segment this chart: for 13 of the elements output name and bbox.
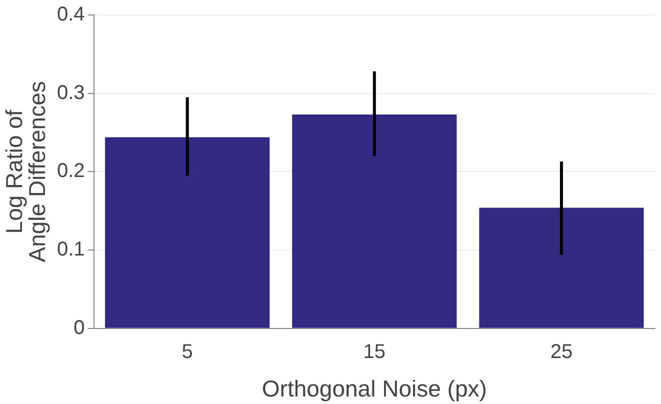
y-tick-label: 0.4 (56, 4, 85, 26)
y-tick-label: 0.1 (56, 238, 85, 261)
x-axis-title: Orthogonal Noise (px) (262, 376, 487, 402)
bar (105, 137, 270, 328)
bar (479, 208, 644, 328)
y-axis-title: Log Ratio of Angle Differences (0, 81, 50, 262)
bar (292, 114, 457, 328)
x-tick-label: 5 (182, 340, 193, 363)
y-tick-label: 0 (74, 316, 85, 339)
x-tick-label: 15 (363, 340, 386, 363)
y-tick-label: 0.3 (56, 82, 85, 104)
x-tick-label: 25 (550, 340, 573, 363)
y-tick-label: 0.2 (56, 160, 85, 182)
